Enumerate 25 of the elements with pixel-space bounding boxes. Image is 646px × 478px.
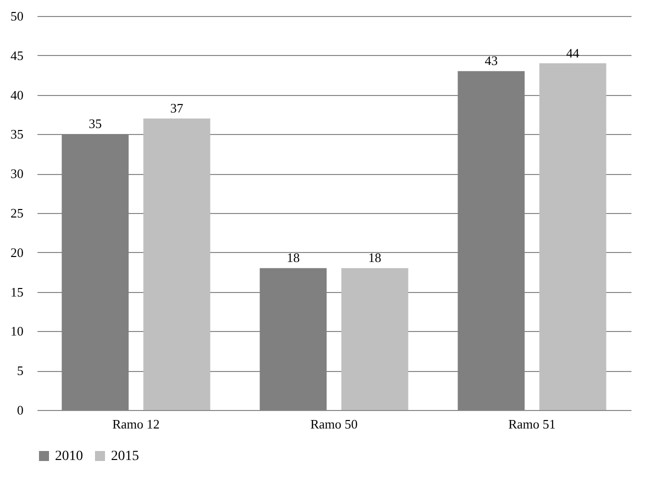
y-tick-label: 0 xyxy=(17,402,24,418)
bar xyxy=(143,118,210,410)
legend-label: 2010 xyxy=(55,449,83,464)
bar xyxy=(341,268,408,410)
data-label: 35 xyxy=(88,116,102,132)
y-tick-label: 15 xyxy=(10,284,24,300)
x-tick-label: Ramo 12 xyxy=(112,416,160,432)
x-tick-label: Ramo 50 xyxy=(310,416,358,432)
legend-label: 2015 xyxy=(111,449,139,464)
y-tick-label: 20 xyxy=(10,244,24,260)
data-label: 37 xyxy=(170,100,184,116)
x-tick-label: Ramo 51 xyxy=(508,416,556,432)
y-tick-label: 45 xyxy=(10,48,24,63)
data-label: 43 xyxy=(484,53,498,68)
y-tick-label: 30 xyxy=(10,166,24,182)
y-tick-label: 35 xyxy=(10,126,24,142)
y-tick-label: 40 xyxy=(10,87,24,102)
y-tick-label: 5 xyxy=(17,363,24,378)
bar xyxy=(539,63,606,410)
y-tick-label: 25 xyxy=(10,206,24,220)
data-label: 18 xyxy=(368,250,382,266)
y-tick-label: 10 xyxy=(10,324,24,339)
data-label: 18 xyxy=(286,250,300,266)
y-tick-label: 50 xyxy=(10,8,24,24)
data-label: 44 xyxy=(566,45,580,60)
